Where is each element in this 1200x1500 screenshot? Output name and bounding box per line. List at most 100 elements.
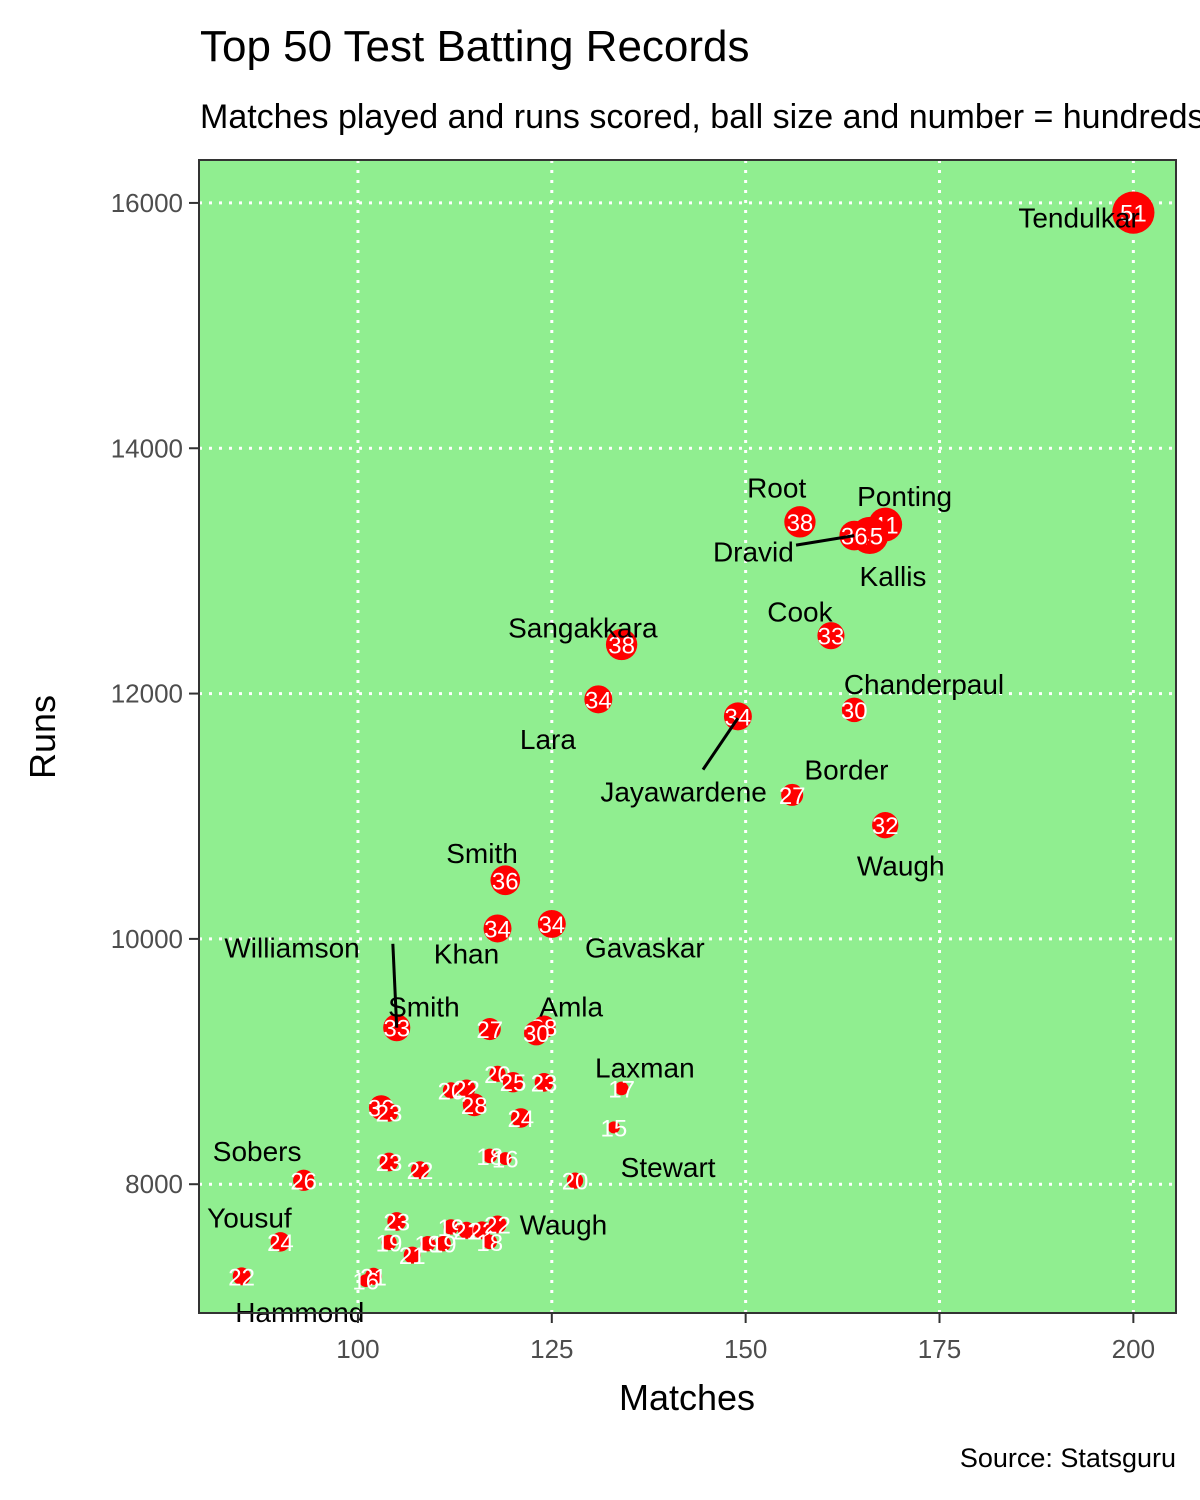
x-tick-label: 125 [530, 1334, 573, 1364]
point-name-label: Smith [388, 991, 460, 1022]
point-name-label: Yousuf [207, 1202, 292, 1233]
point-name-label: Stewart [621, 1152, 716, 1183]
data-point [534, 1073, 554, 1092]
data-point [482, 1234, 498, 1250]
point-name-label: Laxman [595, 1053, 695, 1084]
data-point [359, 1274, 373, 1288]
data-point-label: 16 [492, 1147, 519, 1174]
data-point-label: 26 [290, 1168, 317, 1195]
x-tick-label: 100 [336, 1334, 379, 1364]
data-point-label: 34 [484, 916, 511, 943]
x-tick-label: 200 [1112, 1334, 1155, 1364]
point-name-label: Waugh [857, 850, 945, 881]
data-point-label: 27 [476, 1017, 503, 1044]
label-segment [391, 943, 399, 1028]
data-point-label: 24 [267, 1230, 294, 1257]
data-point [781, 783, 804, 806]
point-name-label: Tendulkar [1018, 203, 1139, 234]
label-segment [795, 534, 855, 547]
data-point-label: 15 [600, 1115, 627, 1142]
data-point [537, 909, 566, 938]
data-point-label: 23 [531, 1070, 558, 1097]
point-name-label: Root [747, 473, 806, 504]
data-point [442, 1082, 460, 1099]
data-point [403, 1246, 421, 1264]
data-point [420, 1236, 436, 1252]
data-point-label: 34 [585, 687, 612, 714]
y-tick-label: 16000 [111, 188, 183, 218]
data-point-label: 21 [399, 1243, 426, 1270]
data-point [381, 1234, 397, 1251]
point-name-label: Waugh [520, 1210, 608, 1241]
data-points: 5141453638333834303427323634343327283017… [228, 191, 1155, 1296]
data-point [511, 1108, 531, 1128]
data-point-label: 32 [872, 813, 899, 840]
chart-caption: Source: Statsguru [960, 1443, 1176, 1473]
plot-panel [198, 159, 1177, 1314]
data-point-label: 33 [818, 624, 845, 651]
data-point-label: 38 [787, 510, 814, 537]
point-name-label: Sobers [213, 1136, 302, 1167]
data-point [584, 685, 613, 714]
data-point-label: 34 [725, 704, 752, 731]
y-axis-title: Runs [22, 695, 63, 779]
y-tick-label: 14000 [111, 433, 183, 463]
data-point [605, 628, 638, 661]
chart-title: Top 50 Test Batting Records [200, 22, 750, 71]
data-point-label: 25 [500, 1070, 527, 1097]
data-point-label: 16 [352, 1269, 379, 1296]
data-point [473, 1221, 491, 1240]
data-point [457, 1221, 476, 1239]
point-name-label: Smith [446, 838, 518, 869]
data-point-label: 24 [507, 1106, 534, 1133]
point-name-label: Kallis [860, 561, 927, 592]
data-point-label: 20 [562, 1169, 589, 1196]
data-point [457, 1079, 476, 1098]
point-name-label: Khan [434, 939, 499, 970]
y-tick-label: 10000 [111, 924, 183, 954]
point-name-label: Jayawardene [600, 777, 767, 808]
data-point [462, 1093, 486, 1117]
point-name-labels: Tendulkar Ponting Kallis Dravid Root Cook Sang… [207, 203, 1140, 1328]
grid-lines [199, 160, 1176, 1313]
data-point [387, 1212, 407, 1231]
data-point-label: 22 [407, 1158, 434, 1185]
data-point [483, 914, 512, 943]
data-point [443, 1219, 459, 1235]
data-point-label: 28 [461, 1093, 488, 1120]
data-point [607, 1121, 620, 1134]
point-name-label: Ponting [857, 481, 952, 512]
x-tick-label: 150 [724, 1334, 767, 1364]
point-name-label: Lara [520, 724, 576, 755]
data-point [872, 812, 899, 839]
data-point [841, 697, 867, 723]
plot-panel-border [198, 159, 1177, 1314]
point-name-label: Williamson [224, 932, 359, 963]
point-name-label: Border [804, 755, 888, 786]
x-axis: 100 125 150 175 200 [336, 1313, 1155, 1364]
point-name-label: Amla [539, 991, 603, 1022]
data-point-label: 36 [492, 868, 519, 895]
point-name-label: Chanderpaul [844, 669, 1004, 700]
x-axis-title: Matches [619, 1377, 755, 1418]
data-point-label: 51 [1120, 201, 1147, 228]
data-point [379, 1102, 399, 1122]
point-name-label: Dravid [713, 536, 794, 567]
data-point [435, 1236, 451, 1252]
point-name-label: Gavaskar [585, 932, 705, 963]
label-segment [701, 717, 740, 771]
point-name-label: Cook [767, 596, 833, 627]
data-point-label: 19 [376, 1230, 403, 1257]
data-point-label: 18 [476, 1230, 503, 1257]
data-point [379, 1152, 399, 1172]
data-point-label: 34 [538, 912, 565, 939]
data-point [293, 1169, 315, 1191]
data-point [489, 1065, 506, 1082]
data-point [488, 1215, 507, 1234]
data-point [270, 1232, 291, 1252]
y-axis: 8000 10000 12000 14000 16000 [111, 188, 199, 1199]
data-point [498, 1152, 512, 1165]
data-point [523, 1020, 549, 1046]
data-point [614, 1081, 629, 1096]
